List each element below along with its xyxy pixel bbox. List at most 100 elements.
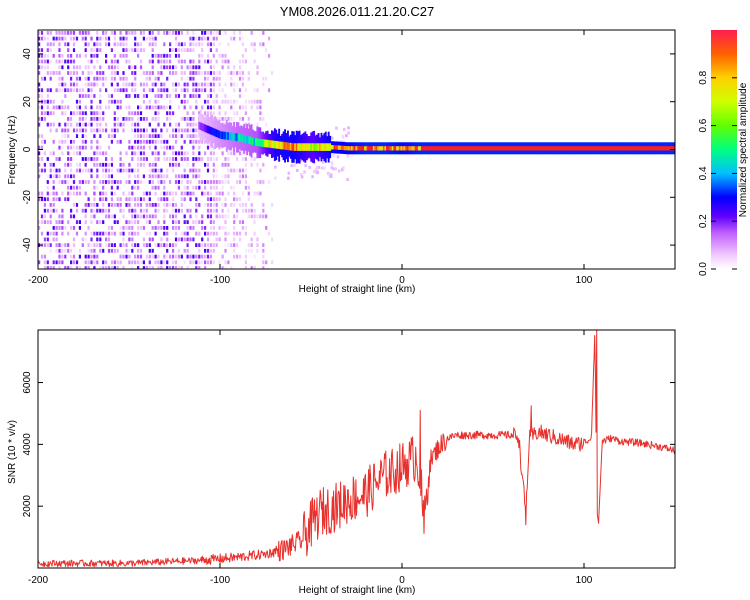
heatmap-cell: [230, 266, 233, 269]
heatmap-cell: [70, 36, 73, 41]
heatmap-cell: [87, 180, 90, 184]
heatmap-cell: [90, 48, 93, 52]
heatmap-cell: [192, 82, 195, 87]
heatmap-cell: [209, 180, 212, 184]
heatmap-cell: [125, 203, 128, 207]
heatmap-cell: [189, 42, 192, 47]
heatmap-cell: [518, 146, 521, 151]
heatmap-cell: [99, 197, 102, 202]
heatmap-cell: [189, 237, 192, 242]
heatmap-cell: [125, 248, 128, 253]
heatmap-cell: [346, 178, 349, 181]
heatmap-cell: [169, 254, 172, 259]
heatmap-cell: [40, 168, 44, 173]
heatmap-cell: [99, 36, 102, 41]
heatmap-cell: [241, 191, 244, 196]
heatmap-cell: [75, 65, 79, 70]
heatmap-cell: [336, 155, 340, 159]
heatmap-cell: [122, 76, 125, 81]
heatmap-cell: [212, 82, 215, 87]
heatmap-cell: [172, 203, 175, 207]
heatmap-cell: [314, 167, 318, 171]
heatmap-cell: [75, 185, 79, 190]
heatmap-cell: [238, 220, 242, 224]
heatmap-cell: [84, 94, 87, 98]
heatmap-cell: [105, 208, 108, 213]
heatmap-cell: [204, 36, 207, 41]
heatmap-cell: [52, 42, 55, 47]
heatmap-cell: [148, 180, 151, 184]
heatmap-cell: [172, 145, 175, 150]
heatmap-cell: [81, 88, 84, 93]
heatmap-cell: [134, 243, 137, 247]
heatmap-cell: [169, 180, 172, 184]
heatmap-cell: [166, 248, 169, 253]
heatmap-cell: [72, 59, 76, 64]
heatmap-cell: [154, 214, 157, 219]
heatmap-cell: [172, 266, 175, 269]
heatmap-cell: [183, 117, 186, 121]
heatmap-cell: [113, 59, 116, 64]
heatmap-cell: [93, 208, 96, 213]
heatmap-cell: [96, 59, 99, 64]
heatmap-cell: [469, 146, 471, 151]
heatmap-cell: [429, 146, 432, 151]
heatmap-cell: [250, 99, 253, 104]
heatmap-cell: [579, 146, 582, 151]
heatmap-cell: [233, 243, 236, 247]
heatmap-cell: [46, 105, 49, 110]
heatmap-cell: [139, 59, 143, 64]
heatmap-cell: [145, 36, 148, 41]
heatmap-cell: [372, 146, 375, 151]
heatmap-cell: [154, 254, 157, 259]
heatmap-cell: [202, 123, 205, 132]
heatmap-cell: [608, 146, 611, 151]
heatmap-cell: [204, 260, 207, 265]
heatmap-cell: [169, 42, 172, 47]
heatmap-cell: [110, 185, 113, 190]
heatmap-cell: [99, 145, 102, 150]
heatmap-cell: [72, 128, 76, 133]
heatmap-cell: [84, 220, 87, 224]
heatmap-cell: [547, 146, 550, 151]
heatmap-cell: [128, 248, 131, 253]
heatmap-cell: [61, 208, 64, 213]
heatmap-cell: [244, 135, 247, 143]
heatmap-cell: [125, 94, 128, 98]
heatmap-cell: [183, 197, 186, 202]
heatmap-cell: [128, 65, 131, 70]
heatmap-cell: [58, 82, 61, 87]
heatmap-cell: [271, 260, 274, 265]
heatmap-cell: [169, 117, 172, 121]
heatmap-cell: [116, 180, 119, 184]
heatmap-cell: [212, 53, 215, 58]
heatmap-cell: [90, 174, 93, 179]
heatmap-cell: [192, 145, 195, 150]
heatmap-cell: [166, 94, 169, 98]
heatmap-cell: [633, 146, 636, 151]
heatmap-cell: [110, 71, 113, 75]
heatmap-cell: [192, 94, 195, 98]
heatmap-cell: [254, 138, 257, 146]
heatmap-cell: [658, 146, 661, 151]
heatmap-cell: [87, 254, 90, 259]
heatmap-cell: [52, 203, 55, 207]
heatmap-cell: [58, 71, 61, 75]
heatmap-cell: [355, 146, 358, 151]
heatmap-cell: [394, 146, 397, 151]
snr-line: [38, 330, 675, 568]
heatmap-cell: [40, 53, 44, 58]
heatmap-cell: [224, 111, 227, 116]
heatmap-cell: [142, 243, 145, 247]
heatmap-cell: [160, 226, 163, 230]
heatmap-cell: [131, 117, 134, 121]
heatmap-cell: [148, 248, 151, 253]
heatmap-cell: [311, 143, 314, 151]
heatmap-cell: [362, 146, 365, 151]
heatmap-cell: [174, 231, 178, 236]
heatmap-cell: [227, 208, 230, 213]
heatmap-cell: [233, 191, 236, 196]
heatmap-cell: [265, 226, 268, 230]
heatmap-cell: [183, 237, 186, 242]
heatmap-cell: [244, 99, 247, 104]
